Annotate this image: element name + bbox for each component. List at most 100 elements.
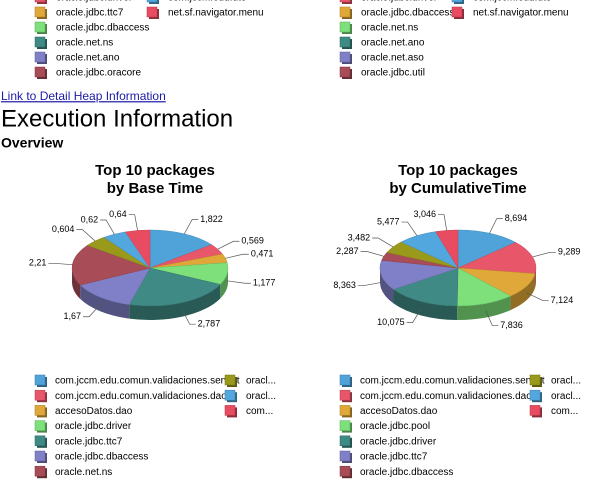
pie-slice-side bbox=[80, 285, 130, 319]
legend-icon bbox=[339, 374, 351, 386]
legend-label: com.jccm.edu.comun.validaciones.dao bbox=[360, 391, 532, 402]
legend-label: accesoDatos.dao bbox=[360, 406, 438, 417]
legend-label: oracl... bbox=[246, 391, 276, 402]
legend-icon bbox=[339, 435, 351, 447]
legend-icon bbox=[451, 0, 463, 3]
legend-icon bbox=[339, 405, 351, 416]
legend-label: oracle.jdbc.dbaccess bbox=[360, 467, 453, 478]
legend-icon bbox=[146, 0, 158, 3]
leader-line bbox=[357, 282, 382, 286]
data-label: 1,67 bbox=[64, 311, 82, 321]
legend-icon bbox=[339, 389, 351, 401]
leader-line bbox=[181, 309, 196, 325]
legend-label: oracle.jdbc.driver bbox=[360, 436, 437, 447]
legend-label: com.jccm.edu.dto bbox=[168, 0, 247, 4]
legend-icon bbox=[34, 6, 46, 18]
legend-icon bbox=[339, 66, 351, 78]
heading: Execution Information bbox=[1, 105, 233, 132]
chart-subtitle: by CumulativeTime bbox=[389, 180, 526, 197]
data-label: 1,177 bbox=[253, 278, 276, 288]
legend-icon bbox=[146, 6, 158, 18]
legend-icon bbox=[34, 465, 46, 477]
chart-subtitle: by Base Time bbox=[107, 180, 203, 197]
legend-label: oracle.jdbc.dbaccess bbox=[56, 23, 149, 34]
leader-line bbox=[100, 219, 115, 235]
leader-line bbox=[438, 214, 448, 231]
legend-label: oracle.net.aso bbox=[361, 53, 424, 64]
pie-slice-side bbox=[129, 284, 221, 320]
legend-label: com... bbox=[246, 406, 273, 417]
legend-icon bbox=[339, 6, 351, 18]
data-label: 0,569 bbox=[241, 236, 264, 246]
data-label: 10,075 bbox=[377, 317, 405, 327]
legend-icon bbox=[339, 51, 351, 63]
pie-slice bbox=[457, 229, 517, 269]
legend-label: net.sf.navigator.menu bbox=[473, 8, 569, 19]
legend-label: com.jccm.edu.comun.validaciones.dao bbox=[55, 391, 227, 402]
leader-line bbox=[76, 229, 96, 242]
legend-icon bbox=[339, 36, 351, 48]
legend-label: oracle.net.ns bbox=[55, 467, 112, 478]
legend-label: oracle.jdbc.ttc7 bbox=[55, 436, 123, 447]
leader-line bbox=[183, 219, 199, 235]
legend-label: oracle.jdbc.oracore bbox=[56, 68, 141, 79]
leader-line bbox=[401, 221, 418, 236]
leader-line bbox=[485, 310, 499, 326]
legend-icon bbox=[34, 0, 46, 3]
legend-label: oracl... bbox=[551, 376, 581, 387]
pie-slice-side bbox=[72, 268, 81, 300]
legend-label: com.jccm.edu.comun.validaciones.servlet bbox=[360, 376, 545, 387]
legend-label: oracle.net.ns bbox=[56, 38, 113, 49]
leader-line bbox=[83, 304, 101, 318]
legend-label: accesoDatos.dao bbox=[55, 406, 133, 417]
legend-icon bbox=[34, 66, 46, 78]
legend-label: com.jccm.edu.dto bbox=[473, 0, 552, 4]
pie-slice bbox=[128, 267, 221, 307]
legend-icon bbox=[34, 450, 46, 462]
legend-icon bbox=[339, 21, 351, 33]
legend-label: oracl... bbox=[246, 376, 276, 387]
data-label: 0,64 bbox=[109, 209, 127, 219]
pie-slice bbox=[379, 260, 459, 290]
data-label: 5,477 bbox=[377, 216, 400, 226]
pie-slice-side bbox=[457, 296, 511, 320]
pie-slice bbox=[79, 267, 151, 305]
legend-icon bbox=[451, 6, 463, 18]
data-label: 9,289 bbox=[558, 247, 581, 257]
leader-line bbox=[532, 251, 556, 258]
data-label: 2,287 bbox=[336, 246, 359, 256]
legend-label: oracle.jdbc.pool bbox=[360, 421, 430, 432]
chart-title: Top 10 packages bbox=[95, 162, 215, 179]
legend-label: oracle.net.ns bbox=[361, 23, 418, 34]
leader-line bbox=[217, 240, 240, 250]
data-label: 0,471 bbox=[251, 249, 274, 259]
legend-icon bbox=[34, 51, 46, 63]
legend-label: com... bbox=[551, 406, 578, 417]
pie-slice bbox=[125, 229, 151, 269]
legend-icon bbox=[529, 405, 541, 416]
legend-label: oracle.jdbc.ttc7 bbox=[360, 452, 428, 463]
data-label: 8,694 bbox=[505, 213, 528, 223]
legend-icon bbox=[224, 405, 236, 416]
data-label: 0,62 bbox=[81, 214, 99, 224]
leader-line bbox=[360, 251, 384, 257]
legend-label: oracl... bbox=[551, 391, 581, 402]
leader-line bbox=[48, 262, 73, 266]
legend-icon bbox=[339, 450, 351, 462]
pie-slice-side bbox=[510, 273, 536, 311]
legend-label: oracle.jdbc.driver bbox=[55, 421, 132, 432]
legend-icon bbox=[339, 420, 351, 431]
legend-icon bbox=[339, 465, 351, 477]
data-label: 7,836 bbox=[500, 320, 523, 330]
pie-slice-side bbox=[393, 289, 458, 320]
leader-line bbox=[372, 237, 394, 248]
legend-label: oracle.jdbc.ttc7 bbox=[56, 8, 124, 19]
legend-icon bbox=[34, 435, 46, 447]
leader-line bbox=[526, 292, 549, 301]
leader-line bbox=[225, 253, 249, 259]
leader-line bbox=[489, 218, 503, 234]
legend-icon bbox=[224, 374, 236, 386]
heap-link[interactable]: Link to Detail Heap Information bbox=[1, 89, 166, 103]
legend-label: oracle.jdbc.util bbox=[361, 68, 425, 79]
